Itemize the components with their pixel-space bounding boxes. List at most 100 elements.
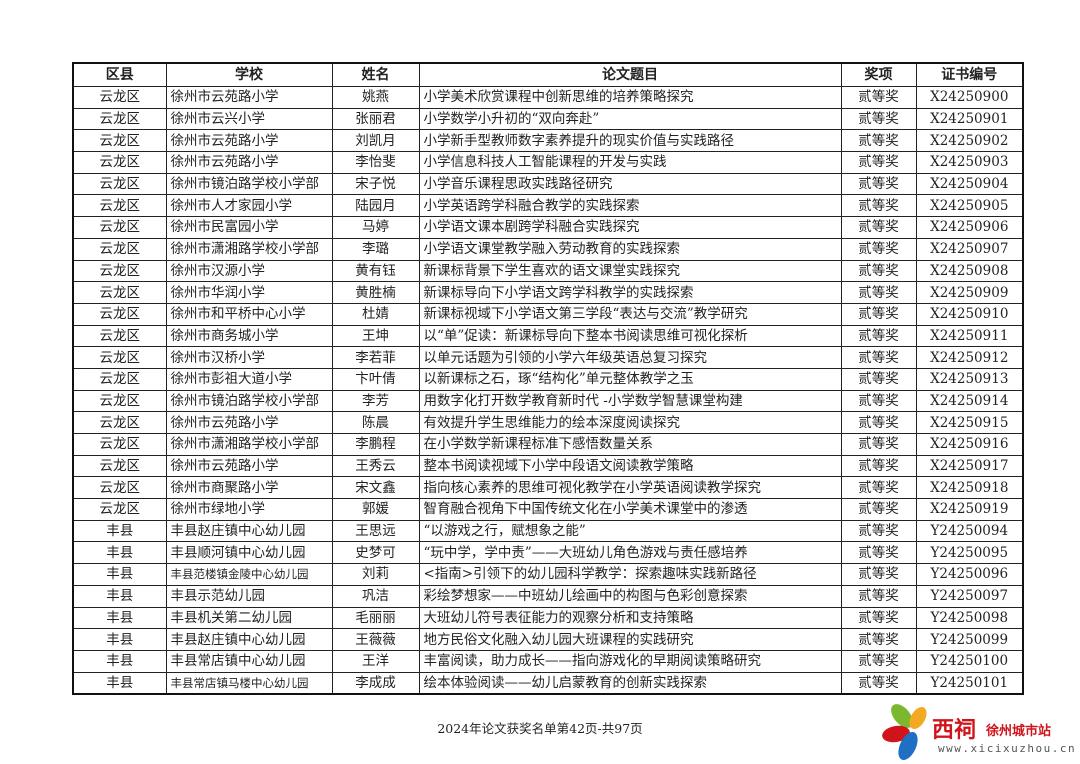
cell-paper-title: 丰富阅读，助力成长——指向游戏化的早期阅读策略研究 (418, 649, 842, 673)
cell-award: 贰等奖 (840, 216, 917, 239)
table-row: 云龙区 徐州市华润小学 黄胜楠 新课标导向下小学语文跨学科教学的实践探索 贰等奖 X242… (72, 281, 1024, 304)
table-row: 云龙区 徐州市云苑路小学 王秀云 整本书阅读视域下小学中段语文阅读教学策略 贰等奖 X24… (72, 454, 1024, 478)
cell-name: 宋子悦 (331, 172, 420, 196)
cell-name: 陈晨 (331, 411, 420, 434)
cell-school: 徐州市云苑路小学 (165, 411, 333, 434)
cell-certificate-number: X24250903 (915, 151, 1024, 174)
cell-school: 徐州市商聚路小学 (165, 476, 333, 500)
cell-award: 贰等奖 (840, 367, 917, 391)
cell-award: 贰等奖 (840, 476, 917, 500)
cell-paper-title: <指南>引领下的幼儿园科学教学：探索趣味实践新路径 (418, 563, 842, 586)
cell-certificate-number: X24250900 (915, 86, 1024, 109)
cell-certificate-number: X24250901 (915, 107, 1024, 131)
cell-certificate-number: Y24250096 (915, 563, 1024, 586)
table-row: 丰县 丰县赵庄镇中心幼儿园 王思远 “以游戏之行，赋想象之能” 贰等奖 Y24250094 (72, 519, 1024, 543)
cell-award: 贰等奖 (840, 606, 917, 630)
cell-paper-title: 彩绘梦想家——中班幼儿绘画中的构图与色彩创意探索 (418, 584, 842, 608)
table-header-row: 区县 学校 姓名 论文题目 奖项 证书编号 (72, 62, 1024, 87)
cell-district: 云龙区 (72, 324, 167, 348)
table-row: 云龙区 徐州市镜泊路学校小学部 李芳 用数字化打开数学教育新时代 -小学数学智慧课堂构… (72, 389, 1024, 413)
cell-school: 徐州市云苑路小学 (165, 454, 333, 478)
cell-district: 云龙区 (72, 194, 167, 218)
cell-paper-title: 指向核心素养的思维可视化教学在小学英语阅读教学探究 (418, 476, 842, 500)
column-header-district: 区县 (72, 62, 167, 87)
cell-name: 李怡斐 (331, 151, 420, 174)
cell-name: 黄有钰 (331, 259, 420, 283)
table-row: 云龙区 徐州市汉桥小学 李若菲 以单元话题为引领的小学六年级英语总复习探究 贰等奖 X24… (72, 346, 1024, 369)
cell-certificate-number: X24250913 (915, 367, 1024, 391)
table-row: 丰县 丰县常店镇马楼中心幼儿园 李成成 绘本体验阅读——幼儿启蒙教育的创新实践探索 贰等… (72, 671, 1024, 695)
cell-district: 云龙区 (72, 259, 167, 283)
cell-name: 李芳 (331, 389, 420, 413)
cell-name: 王洋 (331, 649, 420, 673)
cell-certificate-number: Y24250095 (915, 541, 1024, 565)
cell-paper-title: 以“单”促读：新课标导向下整本书阅读思维可视化探析 (418, 324, 842, 348)
cell-paper-title: 新课标视域下小学语文第三学段“表达与交流”教学研究 (418, 302, 842, 326)
cell-paper-title: 小学语文课本剧跨学科融合实践探究 (418, 216, 842, 239)
cell-award: 贰等奖 (840, 107, 917, 131)
cell-award: 贰等奖 (840, 346, 917, 369)
cell-paper-title: 有效提升学生思维能力的绘本深度阅读探究 (418, 411, 842, 434)
cell-award: 贰等奖 (840, 584, 917, 608)
cell-district: 云龙区 (72, 476, 167, 500)
table-row: 云龙区 徐州市商聚路小学 宋文鑫 指向核心素养的思维可视化教学在小学英语阅读教学探究贰… (72, 476, 1024, 500)
cell-name: 李若菲 (331, 346, 420, 369)
cell-school: 丰县顺河镇中心幼儿园 (165, 541, 333, 565)
cell-district: 云龙区 (72, 281, 167, 304)
cell-certificate-number: Y24250097 (915, 584, 1024, 608)
table-row: 云龙区 徐州市绿地小学 郭媛 智育融合视角下中国传统文化在小学美术课堂中的渗透 贰等奖 X… (72, 498, 1024, 521)
cell-district: 丰县 (72, 584, 167, 608)
cell-certificate-number: X24250911 (915, 324, 1024, 348)
cell-school: 徐州市云苑路小学 (165, 86, 333, 109)
cell-certificate-number: X24250908 (915, 259, 1024, 283)
cell-school: 丰县常店镇马楼中心幼儿园 (165, 671, 333, 695)
cell-certificate-number: X24250914 (915, 389, 1024, 413)
cell-school: 徐州市汉源小学 (165, 259, 333, 283)
cell-district: 云龙区 (72, 129, 167, 153)
cell-name: 李鹏程 (331, 433, 420, 456)
cell-school: 徐州市绿地小学 (165, 498, 333, 521)
cell-district: 云龙区 (72, 216, 167, 239)
cell-paper-title: 整本书阅读视域下小学中段语文阅读教学策略 (418, 454, 842, 478)
table-row: 云龙区 徐州市云苑路小学 刘凯月 小学新手型教师数字素养提升的现实价值与实践路径 贰等奖… (72, 129, 1024, 153)
cell-district: 丰县 (72, 519, 167, 543)
table-row: 云龙区 徐州市民富园小学 马婷 小学语文课本剧跨学科融合实践探究 贰等奖 X2425090… (72, 216, 1024, 239)
cell-certificate-number: X24250915 (915, 411, 1024, 434)
table-row: 云龙区 徐州市云苑路小学 姚燕 小学美术欣赏课程中创新思维的培养策略探究 贰等奖 X242… (72, 86, 1024, 109)
cell-award: 贰等奖 (840, 129, 917, 153)
cell-name: 王秀云 (331, 454, 420, 478)
cell-paper-title: 小学音乐课程思政实践路径研究 (418, 172, 842, 196)
cell-school: 徐州市和平桥中心小学 (165, 302, 333, 326)
table-row: 丰县 丰县赵庄镇中心幼儿园 王薇薇 地方民俗文化融入幼儿园大班课程的实践研究 贰等奖 Y2… (72, 628, 1024, 651)
table-row: 云龙区 徐州市镜泊路学校小学部 宋子悦 小学音乐课程思政实践路径研究 贰等奖 X24250… (72, 172, 1024, 196)
cell-certificate-number: X24250902 (915, 129, 1024, 153)
cell-district: 云龙区 (72, 151, 167, 174)
cell-award: 贰等奖 (840, 541, 917, 565)
cell-name: 黄胜楠 (331, 281, 420, 304)
cell-award: 贰等奖 (840, 86, 917, 109)
cell-award: 贰等奖 (840, 302, 917, 326)
cell-name: 王薇薇 (331, 628, 420, 651)
cell-certificate-number: Y24250099 (915, 628, 1024, 651)
cell-name: 王思远 (331, 519, 420, 543)
cell-school: 徐州市华润小学 (165, 281, 333, 304)
cell-certificate-number: X24250907 (915, 237, 1024, 261)
page-footer: 2024年论文获奖名单第42页-共97页 (437, 721, 643, 736)
cell-school: 徐州市人才家园小学 (165, 194, 333, 218)
pinwheel-logo-icon (882, 704, 927, 761)
cell-school: 徐州市镜泊路学校小学部 (165, 172, 333, 196)
cell-school: 丰县范楼镇金陵中心幼儿园 (165, 563, 333, 586)
cell-school: 徐州市潇湘路学校小学部 (165, 433, 333, 456)
cell-school: 丰县机关第二幼儿园 (165, 606, 333, 630)
table-row: 丰县 丰县常店镇中心幼儿园 王洋 丰富阅读，助力成长——指向游戏化的早期阅读策略研究贰… (72, 649, 1024, 673)
cell-award: 贰等奖 (840, 259, 917, 283)
cell-school: 丰县赵庄镇中心幼儿园 (165, 628, 333, 651)
cell-district: 云龙区 (72, 367, 167, 391)
cell-school: 徐州市民富园小学 (165, 216, 333, 239)
cell-school: 丰县赵庄镇中心幼儿园 (165, 519, 333, 543)
cell-name: 马婷 (331, 216, 420, 239)
cell-certificate-number: X24250909 (915, 281, 1024, 304)
cell-district: 丰县 (72, 541, 167, 565)
cell-certificate-number: X24250906 (915, 216, 1024, 239)
cell-district: 丰县 (72, 628, 167, 651)
